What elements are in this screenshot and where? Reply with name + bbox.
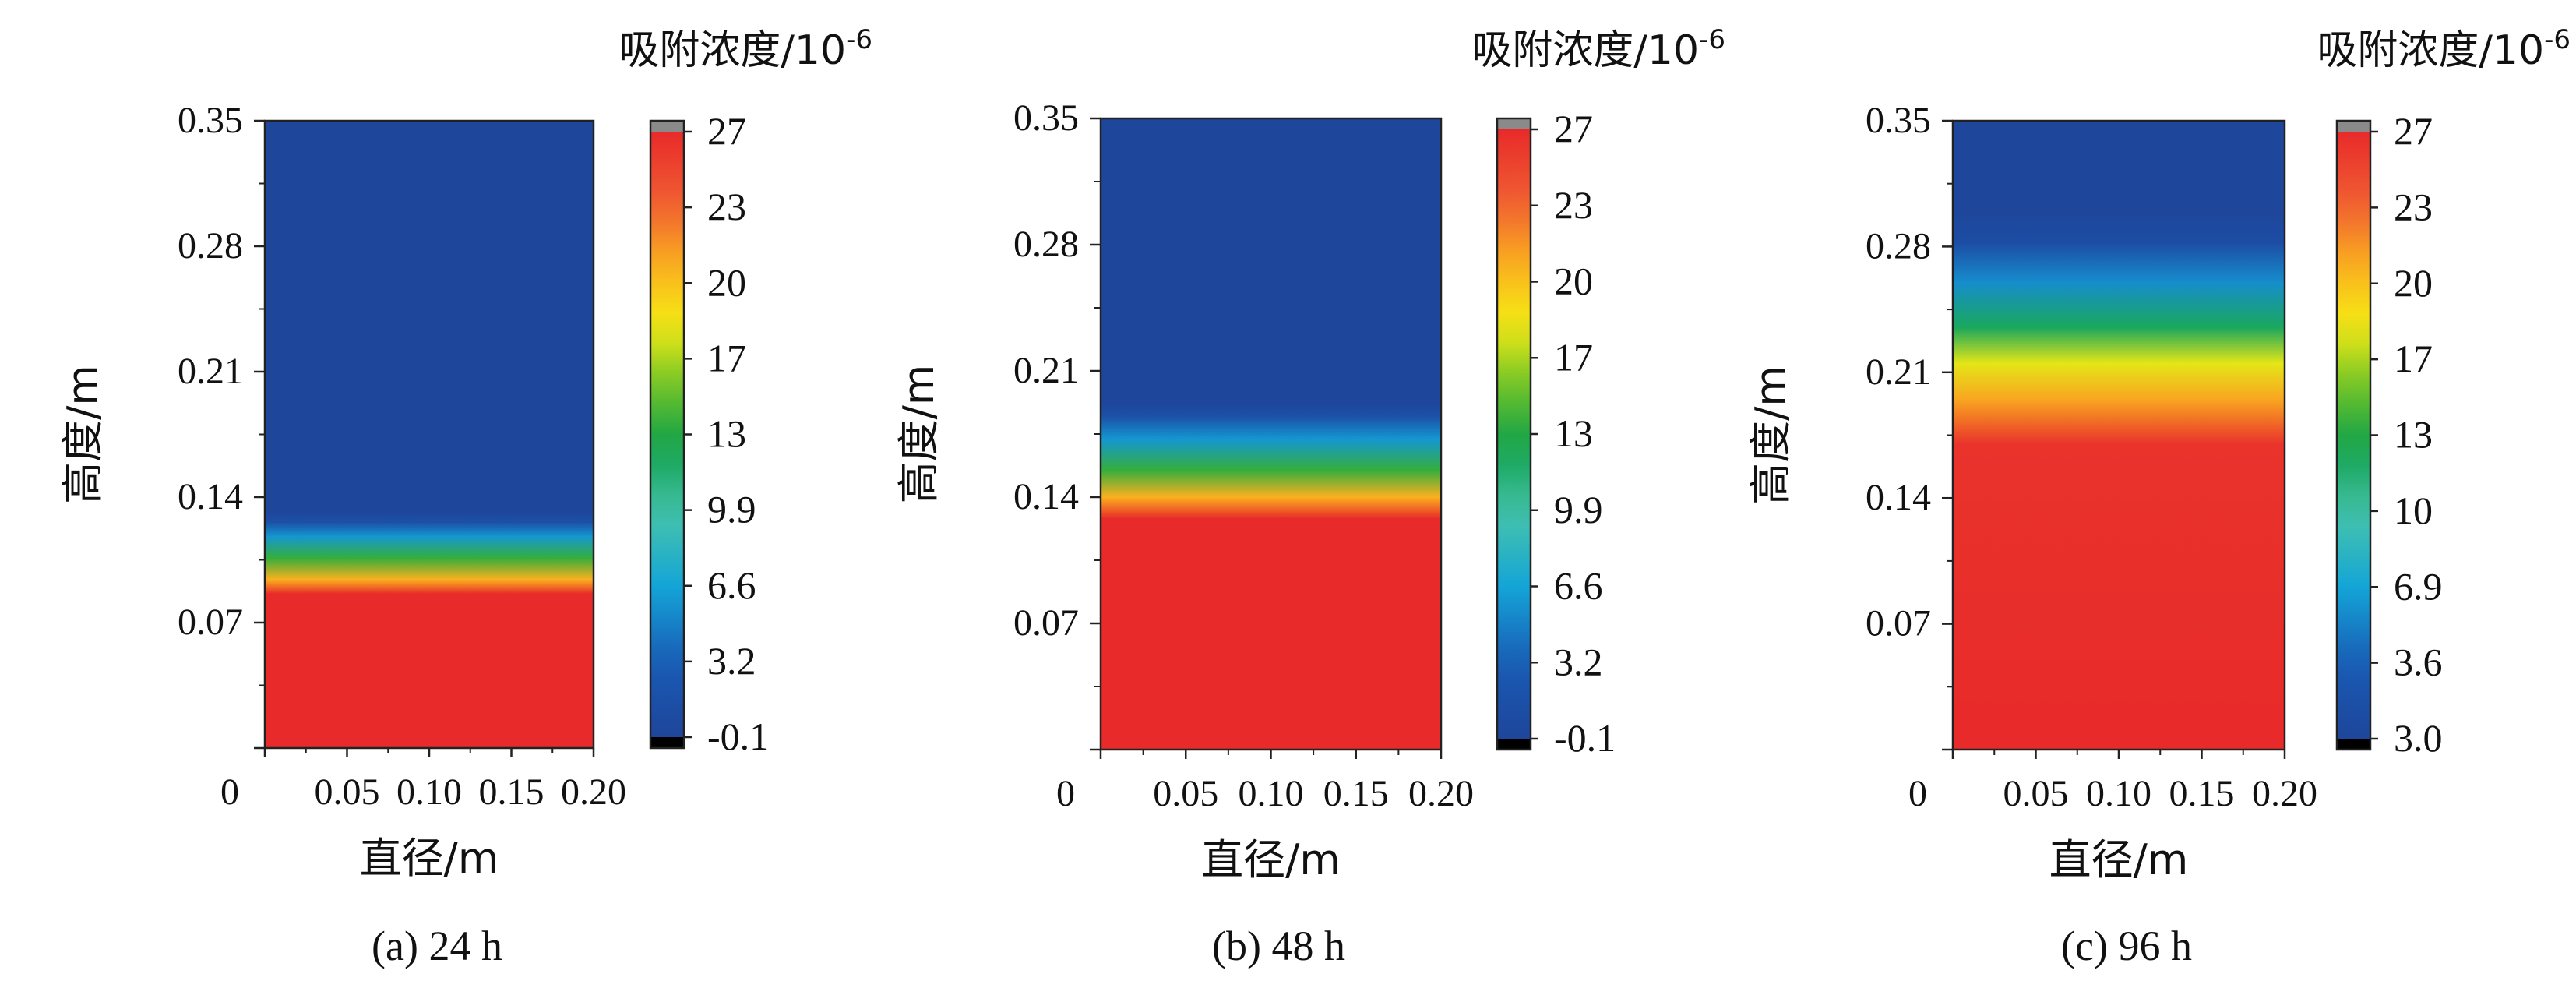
x-tick-label: 0 — [1056, 773, 1075, 814]
colorbar-tick-label: 3.6 — [2394, 640, 2443, 684]
x-tick-label: 0.20 — [561, 771, 626, 813]
colorbar-title-exponent: -6 — [846, 24, 872, 55]
y-tick-label: 0.07 — [1013, 602, 1079, 644]
colorbar-tick-label: 10 — [2394, 489, 2433, 532]
panel-caption: (b) 48 h — [1212, 923, 1345, 969]
y-tick-label: 0.21 — [1866, 351, 1931, 393]
colorbar-tick-label: 3.2 — [1554, 640, 1603, 683]
panel-caption: (c) 96 h — [2061, 923, 2192, 969]
y-tick-label: 0.14 — [1013, 476, 1079, 517]
colorbar-under-swatch — [650, 737, 684, 748]
y-axis-label: 高度/m — [1746, 365, 1795, 505]
y-axis-label: 高度/m — [58, 365, 107, 504]
colorbar-tick-label: 20 — [2394, 261, 2433, 305]
heatmap-field — [1099, 117, 1443, 751]
x-tick-label: 0.15 — [2169, 773, 2235, 814]
panel-caption: (a) 24 h — [372, 923, 502, 969]
x-axis-label: 直径/m — [2049, 835, 2189, 884]
x-tick-label: 0.20 — [2252, 773, 2317, 814]
heatmap-field — [263, 119, 595, 750]
x-tick-label: 0 — [1908, 773, 1927, 814]
colorbar-tick-label: 17 — [2394, 337, 2433, 380]
colorbar-tick-label: 27 — [1554, 107, 1593, 150]
colorbar-tick-label: 13 — [2394, 413, 2433, 457]
x-tick-label: 0 — [220, 771, 239, 813]
y-tick-label: 0.21 — [1013, 350, 1079, 391]
y-tick-label: 0.07 — [1866, 603, 1931, 644]
colorbar-title: 吸附浓度/10-6 — [618, 24, 872, 74]
y-tick-label: 0.21 — [178, 351, 243, 392]
y-tick-label: 0.35 — [1013, 97, 1079, 139]
colorbar-tick-label: 23 — [2394, 185, 2433, 228]
x-tick-label: 0.05 — [2003, 773, 2069, 814]
colorbar-tick-label: -0.1 — [707, 715, 769, 758]
colorbar-tick-label: 9.9 — [707, 488, 756, 531]
y-tick-label: 0.28 — [1866, 225, 1931, 266]
colorbar — [650, 132, 684, 737]
y-tick-label: 0.07 — [178, 602, 243, 643]
colorbar-tick-label: 6.6 — [1554, 564, 1603, 608]
x-tick-label: 0.15 — [1323, 773, 1389, 814]
colorbar-tick-label: 17 — [1554, 335, 1593, 379]
colorbar — [1497, 129, 1531, 739]
colorbar-tick-label: 9.9 — [1554, 488, 1603, 531]
colorbar-tick-label: 6.9 — [2394, 564, 2443, 608]
colorbar-title-exponent: -6 — [2544, 24, 2571, 55]
colorbar-title-exponent: -6 — [1699, 24, 1725, 55]
colorbar-over-swatch — [650, 121, 684, 132]
colorbar-tick-label: -0.1 — [1554, 716, 1616, 760]
colorbar-title-base: 吸附浓度/10 — [618, 27, 846, 74]
colorbar-tick-label: 27 — [2394, 109, 2433, 153]
y-axis-label: 高度/m — [894, 365, 943, 504]
colorbar-tick-label: 27 — [707, 109, 746, 153]
y-tick-label: 0.28 — [1013, 224, 1079, 265]
x-tick-label: 0.10 — [2086, 773, 2151, 814]
y-tick-label: 0.35 — [1866, 100, 1931, 141]
colorbar-tick-label: 20 — [1554, 259, 1593, 303]
x-axis-label: 直径/m — [1201, 835, 1341, 884]
x-axis-label: 直径/m — [360, 834, 499, 883]
panel-1: 0.07 0.14 0.21 0.28 0.35 0 0.05 0.10 0.15 0.20 直径/… — [58, 24, 872, 969]
colorbar-title: 吸附浓度/10-6 — [1471, 24, 1725, 74]
heatmap-field — [1951, 119, 2286, 751]
x-tick-label: 0.05 — [315, 771, 380, 813]
colorbar-tick-label: 17 — [707, 336, 746, 379]
colorbar-tick-label: 13 — [1554, 411, 1593, 455]
y-tick-label: 0.28 — [178, 225, 243, 266]
colorbar-tick-label: 23 — [1554, 183, 1593, 227]
colorbar-over-swatch — [2337, 121, 2370, 132]
y-tick-label: 0.35 — [178, 100, 243, 141]
x-tick-label: 0.20 — [1408, 773, 1474, 814]
colorbar-tick-label: 3.2 — [707, 639, 756, 683]
y-tick-label: 0.14 — [1866, 477, 1931, 518]
colorbar — [2337, 132, 2370, 739]
colorbar-tick-label: 13 — [707, 412, 746, 456]
panel-3: 0.07 0.14 0.21 0.28 0.35 0 0.05 0.10 0.15 0.20 直径/… — [1746, 24, 2571, 969]
colorbar-title-base: 吸附浓度/10 — [1471, 27, 1699, 74]
x-tick-label: 0.10 — [1239, 773, 1304, 814]
colorbar-tick-label: 6.6 — [707, 563, 756, 607]
colorbar-under-swatch — [2337, 739, 2370, 750]
colorbar-under-swatch — [1497, 739, 1531, 750]
colorbar-title-base: 吸附浓度/10 — [2317, 27, 2544, 74]
colorbar-title: 吸附浓度/10-6 — [2317, 24, 2571, 74]
panel-2: 0.07 0.14 0.21 0.28 0.35 0 0.05 0.10 0.15 0.20 直径/… — [894, 24, 1725, 969]
x-tick-label: 0.10 — [396, 771, 462, 813]
colorbar-tick-label: 3.0 — [2394, 716, 2443, 760]
colorbar-over-swatch — [1497, 118, 1531, 129]
x-tick-label: 0.05 — [1153, 773, 1218, 814]
colorbar-tick-label: 20 — [707, 260, 746, 304]
y-tick-label: 0.14 — [178, 476, 243, 517]
x-tick-label: 0.15 — [479, 771, 544, 813]
colorbar-tick-label: 23 — [707, 185, 746, 228]
